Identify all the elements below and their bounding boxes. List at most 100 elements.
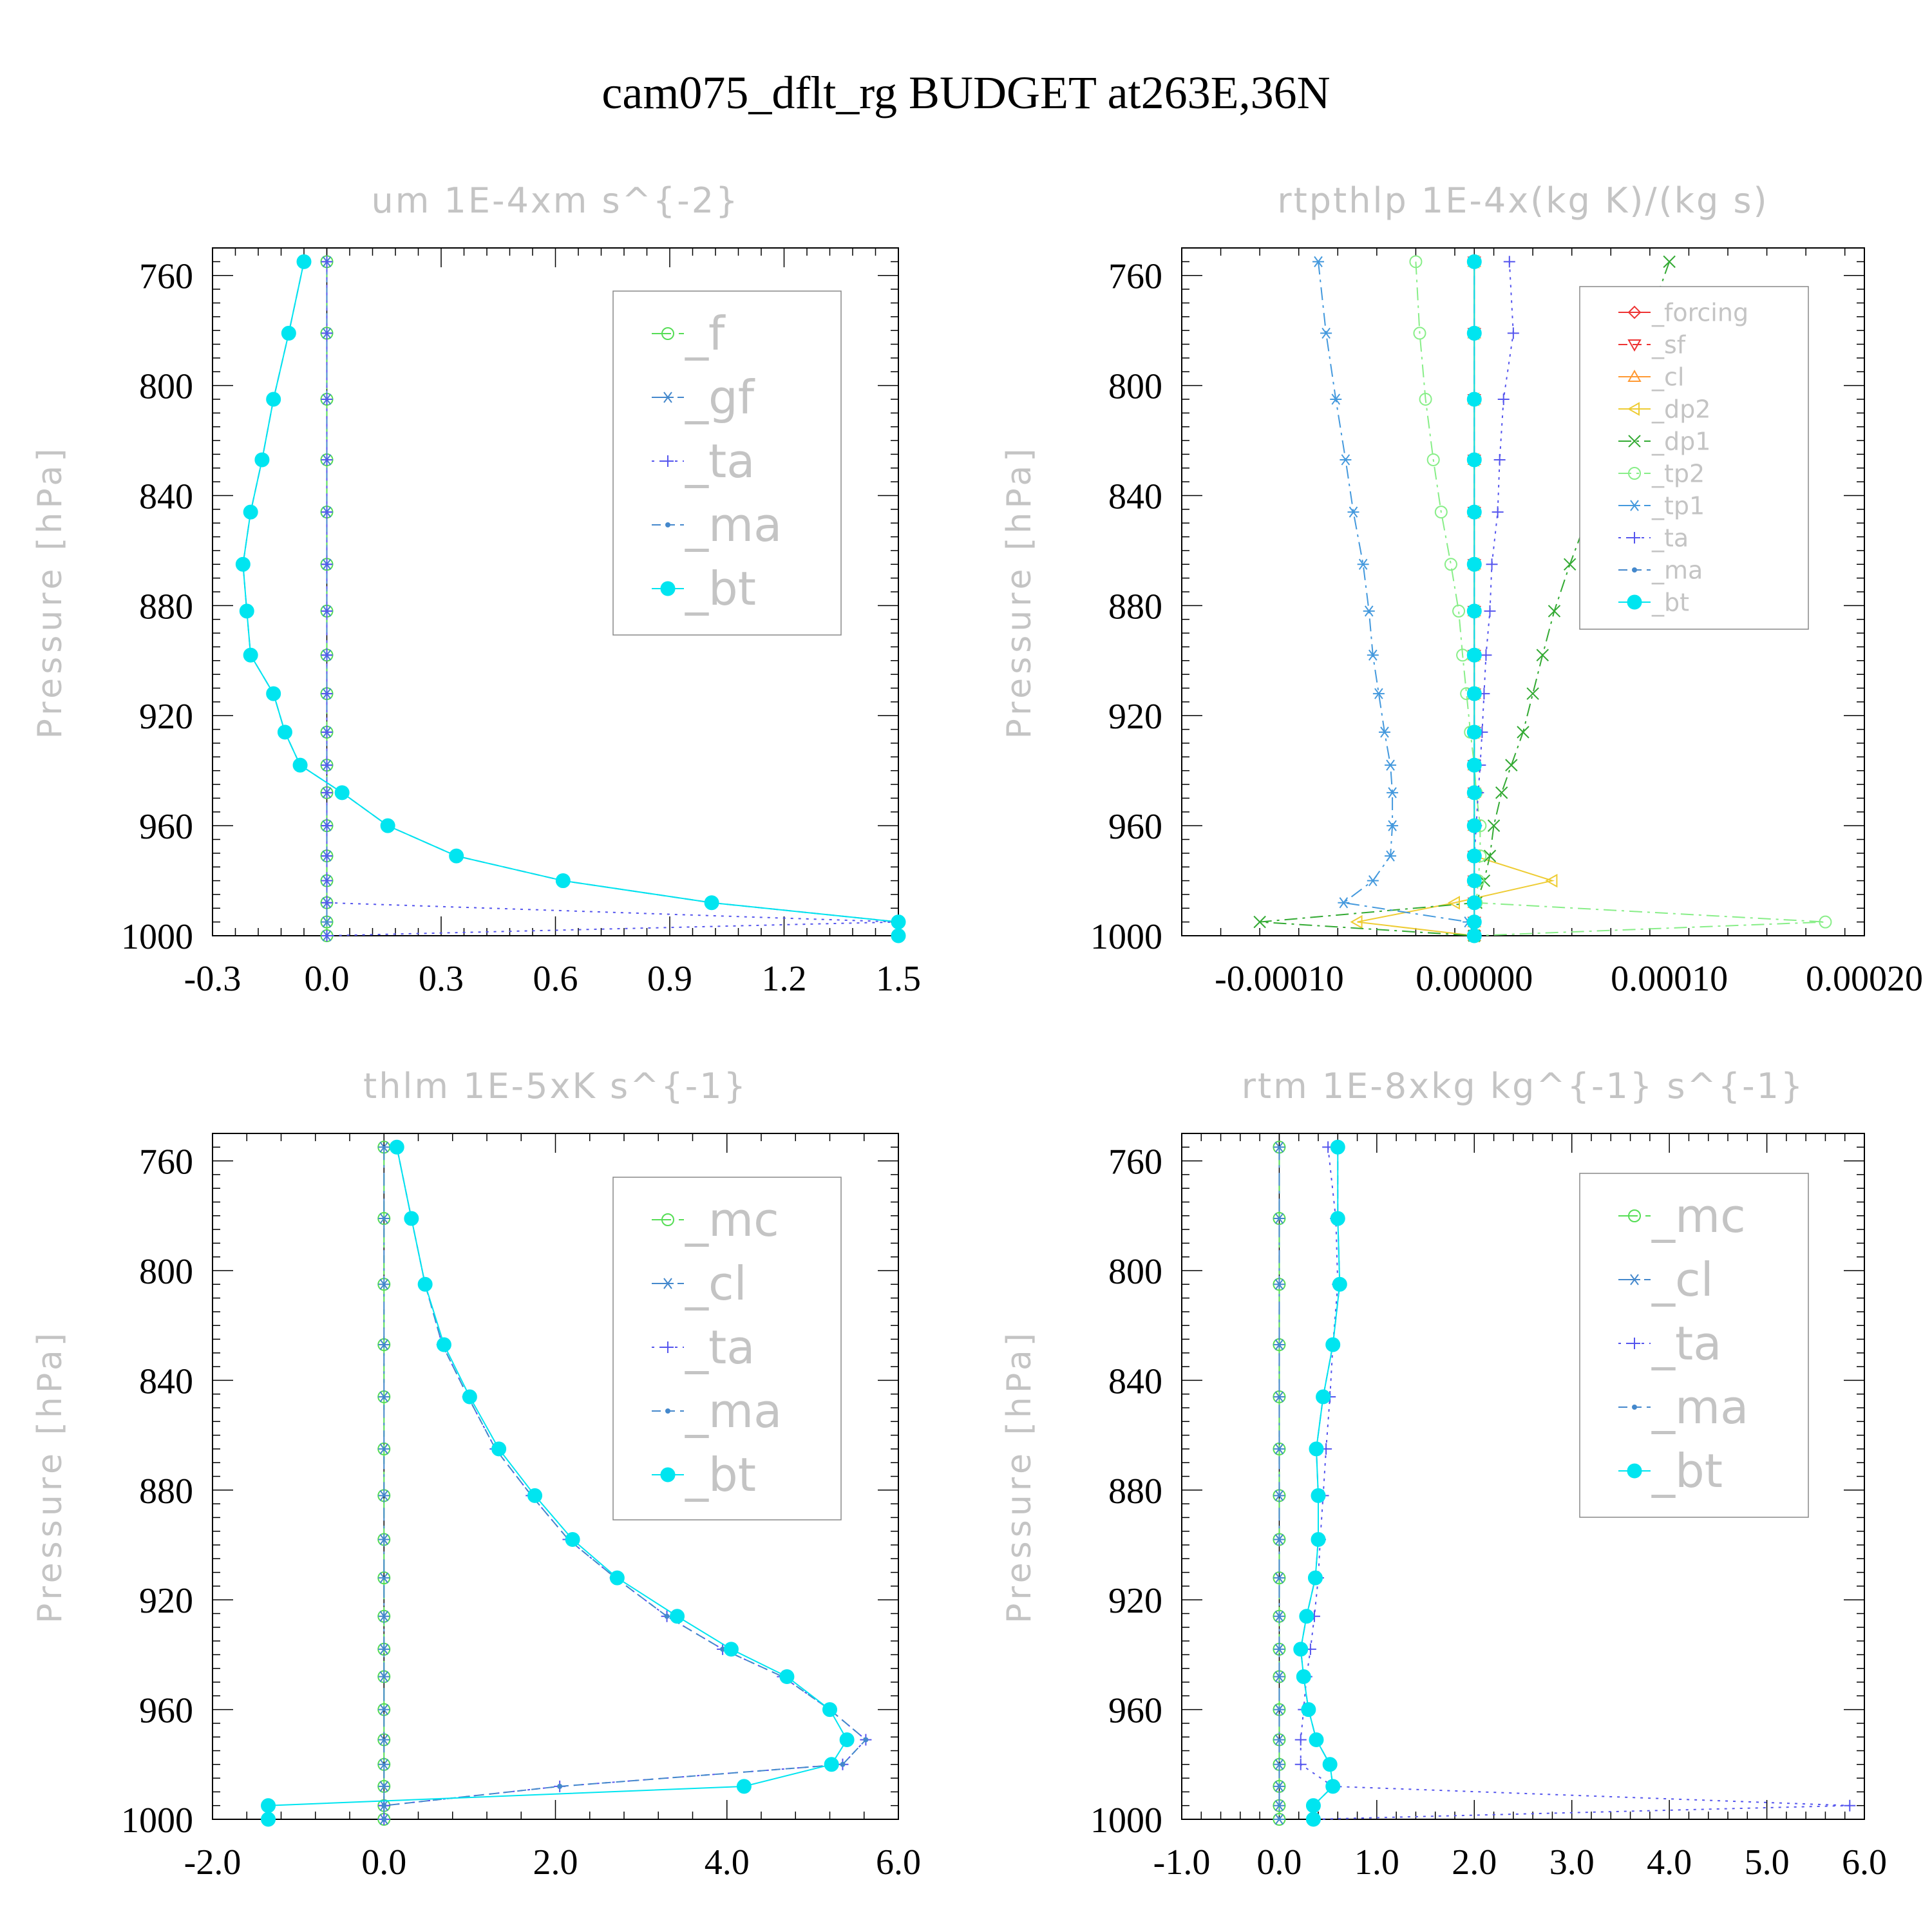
data-point xyxy=(1273,1734,1285,1746)
legend: _f _gf _ta _ma _bt xyxy=(612,290,842,636)
data-point xyxy=(378,1734,390,1746)
data-point xyxy=(1444,558,1457,571)
legend: _mc _cl _ta _ma _bt xyxy=(612,1177,842,1520)
legend-label: _bt xyxy=(1651,588,1689,616)
data-point xyxy=(1466,724,1482,740)
data-point xyxy=(378,1490,390,1501)
y-tick-label: 960 xyxy=(139,1691,193,1731)
series-cl xyxy=(378,1141,390,1825)
data-point xyxy=(1294,1734,1307,1746)
data-point xyxy=(1330,393,1342,405)
series-cl xyxy=(1273,1141,1285,1825)
legend-marker xyxy=(662,455,674,467)
y-tick-label: 960 xyxy=(1108,1691,1162,1731)
data-point xyxy=(1466,686,1482,701)
data-point xyxy=(277,724,292,740)
y-tick-label: 920 xyxy=(139,1581,193,1621)
data-point xyxy=(254,452,270,468)
data-point xyxy=(1505,759,1518,772)
legend-label: _ta xyxy=(685,1320,755,1374)
data-point xyxy=(378,1443,390,1455)
x-tick-label: -0.3 xyxy=(184,959,242,999)
legend: _mc _cl _ta _ma _bt xyxy=(1579,1173,1809,1518)
data-point xyxy=(704,895,719,911)
data-point xyxy=(1273,1781,1285,1792)
data-point xyxy=(243,647,258,663)
data-point xyxy=(1536,649,1549,661)
data-point xyxy=(527,1488,543,1503)
legend-label: _gf xyxy=(685,370,755,424)
data-point xyxy=(1819,915,1832,929)
y-tick-label: 960 xyxy=(1108,807,1162,847)
x-tick-label: -1.0 xyxy=(1153,1842,1211,1882)
legend-marker xyxy=(660,581,676,596)
data-point xyxy=(824,1757,839,1772)
data-point xyxy=(822,1702,837,1718)
data-point xyxy=(555,873,571,889)
data-point xyxy=(380,818,395,833)
data-point xyxy=(723,1642,739,1657)
legend-marker xyxy=(661,327,674,340)
legend-marker xyxy=(1629,1338,1640,1349)
series-line xyxy=(1357,261,1555,936)
x-tick-label: 0.0 xyxy=(1256,1842,1302,1882)
data-point xyxy=(1466,895,1482,911)
data-point xyxy=(1363,605,1375,617)
data-point xyxy=(378,1759,390,1770)
x-tick-label: 0.0 xyxy=(361,1842,406,1882)
data-point xyxy=(321,916,333,928)
data-point xyxy=(1466,392,1482,407)
data-point xyxy=(321,327,333,339)
data-point xyxy=(1387,787,1399,799)
data-point xyxy=(1385,850,1397,862)
data-point xyxy=(378,1572,390,1584)
legend: _forcing _sf _cl _dp2 _dp1 _tp2 _tp1 _ta _ma _bt xyxy=(1579,286,1809,630)
data-point xyxy=(1483,849,1497,862)
legend-label: _bt xyxy=(685,1448,756,1502)
data-point xyxy=(1338,897,1350,909)
legend-marker xyxy=(1627,305,1642,319)
data-point xyxy=(1330,1211,1345,1226)
legend-label: _mc xyxy=(685,1193,779,1247)
legend-marker xyxy=(662,1278,674,1289)
data-point xyxy=(1296,1669,1311,1684)
legend-marker xyxy=(1627,339,1642,352)
legend-label: _sf xyxy=(1651,330,1687,359)
data-point xyxy=(1273,1643,1285,1655)
legend-marker xyxy=(665,522,670,527)
data-point xyxy=(378,1671,390,1683)
series-line xyxy=(267,1147,848,1819)
x-tick-label: 0.00010 xyxy=(1611,959,1728,999)
legend-marker xyxy=(1628,1209,1641,1222)
legend-marker xyxy=(1629,1274,1640,1285)
x-tick-label: -0.00010 xyxy=(1215,959,1344,999)
data-point xyxy=(1301,1702,1316,1718)
y-tick-label: 760 xyxy=(1108,1142,1162,1182)
figure-title: cam075_dflt_rg BUDGET at263E,36N xyxy=(601,67,1330,118)
data-point xyxy=(1663,255,1676,269)
data-point xyxy=(378,1391,390,1403)
y-tick-label: 800 xyxy=(1108,367,1162,407)
data-point xyxy=(891,914,906,930)
x-tick-label: 1.5 xyxy=(876,959,921,999)
data-point xyxy=(1367,649,1379,661)
legend-label: _cl xyxy=(1651,1253,1714,1307)
x-tick-label: 6.0 xyxy=(876,1842,921,1882)
data-point xyxy=(321,453,333,466)
data-point xyxy=(1316,1389,1331,1405)
legend-marker xyxy=(1628,435,1641,448)
data-point xyxy=(1466,452,1482,468)
legend-marker xyxy=(662,392,674,403)
data-point xyxy=(321,726,333,738)
data-point xyxy=(1466,556,1482,572)
data-point xyxy=(321,875,333,887)
legend-marker xyxy=(1629,532,1640,544)
legend-label: _ma xyxy=(685,498,782,552)
panel-title: thlm 1E-5xK s^{-1} xyxy=(363,1066,748,1106)
series-tp1 xyxy=(1312,256,1481,942)
data-point xyxy=(1273,1339,1285,1350)
legend-label: _cl xyxy=(1651,363,1684,391)
data-point xyxy=(1385,759,1397,771)
data-point xyxy=(863,1737,869,1743)
